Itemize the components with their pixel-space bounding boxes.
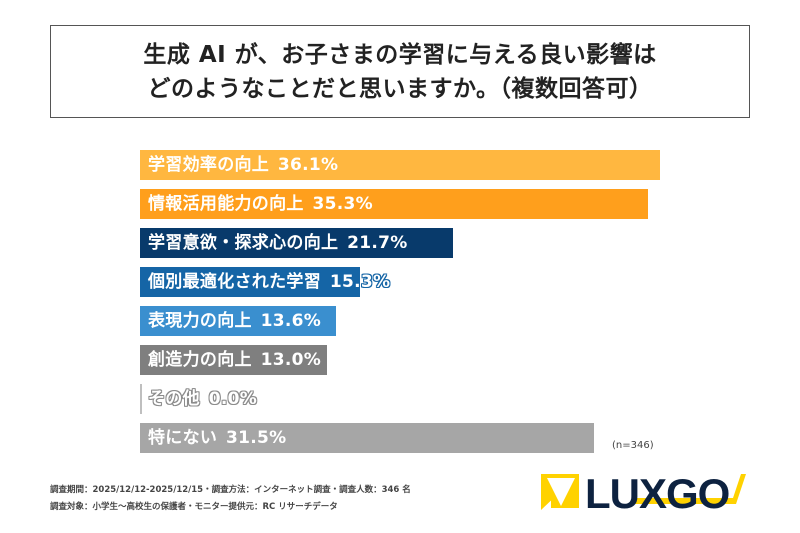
bar-label-3: 個別最適化された学習 15.3%	[148, 267, 390, 297]
title-line-2: どのようなことだと思いますか。（複数回答可）	[147, 75, 653, 102]
value-label: 35.3%	[312, 194, 373, 214]
bar-label-0: 学習効率の向上 36.1%	[148, 150, 338, 180]
category-label: 表現力の向上	[148, 311, 261, 331]
category-label: 特にない	[148, 428, 226, 448]
bar-label-4: 表現力の向上 13.6%	[148, 306, 321, 336]
bar-2	[140, 228, 453, 258]
bar-7	[140, 423, 594, 453]
footer-survey-target: 調査対象：小学生〜高校生の保護者・モニター提供元：RC リサーチデータ	[50, 502, 338, 512]
title-box: 生成 AI が、お子さまの学習に与える良い影響は どのようなことだと思いますか。…	[50, 25, 750, 118]
bar-label-2: 学習意欲・探求心の向上 21.7%	[148, 228, 408, 258]
luxgo-logo: LUXGO	[541, 470, 746, 512]
category-label: 学習意欲・探求心の向上	[148, 233, 348, 253]
sample-size: (n=346)	[612, 440, 654, 451]
title-line-1: 生成 AI が、お子さまの学習に与える良い影響は	[143, 41, 657, 68]
value-label: 31.5%	[226, 428, 287, 448]
category-label: 情報活用能力の向上	[148, 194, 313, 214]
value-label: 13.6%	[260, 311, 322, 331]
bar-4	[140, 306, 336, 336]
category-label: 創造力の向上	[148, 350, 261, 370]
bar-1	[140, 189, 649, 219]
category-label: その他	[148, 389, 209, 409]
category-label: 学習効率の向上	[148, 155, 278, 175]
value-label: 15.3%	[329, 272, 391, 292]
bar-6	[140, 384, 142, 414]
value-label: 21.7%	[347, 233, 408, 253]
bar-label-7: 特にない 31.5%	[148, 423, 286, 453]
bar-label-1: 情報活用能力の向上 35.3%	[148, 189, 373, 219]
value-label: 36.1%	[277, 155, 339, 175]
value-label: 0.0%	[208, 389, 258, 409]
bar-label-5: 創造力の向上 13.0%	[148, 345, 321, 375]
bar-label-6: その他 0.0%	[148, 384, 257, 414]
bar-0	[140, 150, 660, 180]
bar-5	[140, 345, 328, 375]
bar-3	[140, 267, 361, 297]
value-label: 13.0%	[260, 350, 322, 370]
category-label: 個別最適化された学習	[148, 272, 330, 292]
svg-text:LUXGO: LUXGO	[585, 470, 729, 512]
footer-survey-info: 調査期間：2025/12/12-2025/12/15・調査方法：インターネット調…	[50, 485, 411, 495]
